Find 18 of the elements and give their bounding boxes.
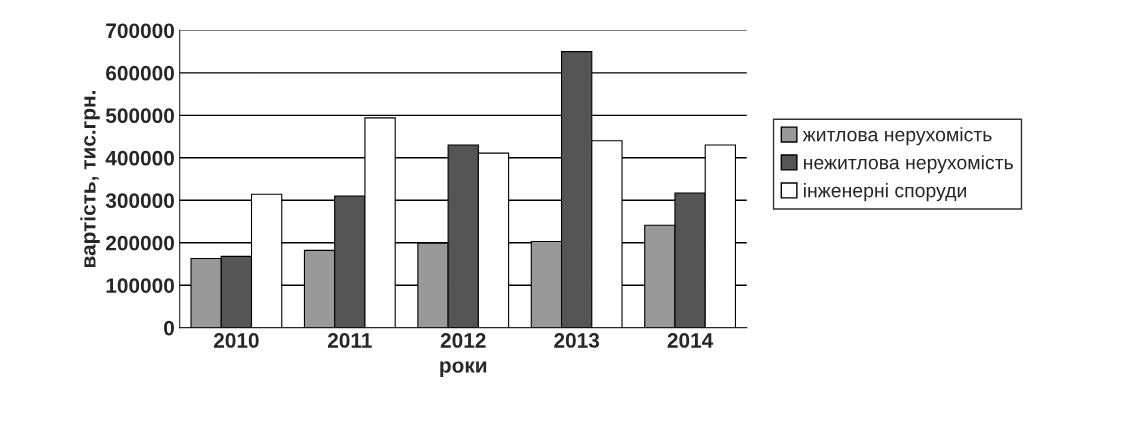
y-tick-label: 300000 xyxy=(105,193,174,209)
y-tick-label: 0 xyxy=(164,320,174,336)
x-axis-title: роки xyxy=(440,361,487,377)
y-axis-title: вартість, тис.грн. xyxy=(80,91,100,267)
x-tick-label: 2010 xyxy=(213,333,259,348)
legend-label: житлова нерухомість xyxy=(802,127,992,146)
x-tick-label: 2011 xyxy=(327,333,372,348)
x-tick-label: 2013 xyxy=(554,333,600,348)
legend-label: нежитлова нерухомість xyxy=(804,155,1013,174)
x-tick-label: 2012 xyxy=(440,333,486,348)
y-tick-label: 700000 xyxy=(106,23,174,39)
y-tick-label: 600000 xyxy=(106,65,174,81)
y-tick-label: 200000 xyxy=(106,235,174,251)
y-tick-label: 100000 xyxy=(106,278,174,293)
y-tick-label: 400000 xyxy=(105,150,174,166)
y-tick-label: 500000 xyxy=(105,108,174,124)
legend-label: інженерні споруди xyxy=(804,183,966,202)
x-tick-label: 2014 xyxy=(667,333,714,348)
